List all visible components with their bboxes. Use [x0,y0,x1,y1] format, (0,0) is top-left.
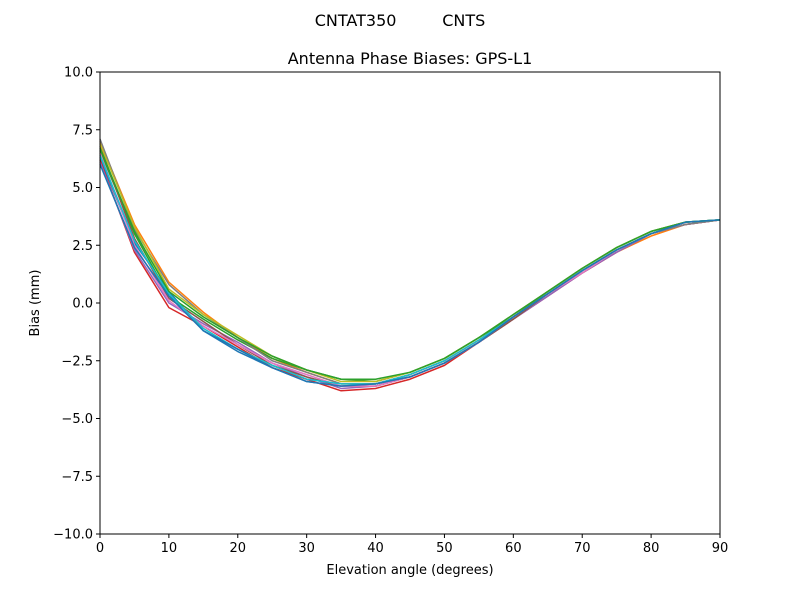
chart-title: Antenna Phase Biases: GPS-L1 [288,49,533,68]
y-tick-label: 0.0 [72,297,93,312]
y-tick-label: 5.0 [72,181,93,196]
y-tick-label: −5.0 [61,412,93,427]
x-tick-label: 0 [96,541,104,556]
series-line-8 [99,138,721,385]
y-tick-label: −10.0 [53,528,93,543]
series-line-7 [99,152,721,387]
y-tick-label: 7.5 [72,123,93,138]
series-line-12 [99,164,721,387]
x-tick-label: 20 [230,541,247,556]
x-tick-label: 30 [298,541,315,556]
x-axis-ticks: 0 10 20 30 40 50 60 70 80 90 [96,534,728,556]
x-tick-label: 40 [367,541,384,556]
y-tick-label: −7.5 [61,470,93,485]
x-tick-label: 10 [161,541,178,556]
y-tick-label: 10.0 [64,66,93,81]
x-tick-label: 50 [436,541,453,556]
y-tick-label: −2.5 [61,354,93,369]
series-line-5 [99,161,721,390]
plot-lines [99,138,721,392]
series-line-11 [99,147,721,380]
y-axis-label: Bias (mm) [28,270,43,337]
x-tick-label: 80 [643,541,660,556]
x-axis-label: Elevation angle (degrees) [326,563,493,578]
series-line-3 [99,150,721,383]
series-line-9 [99,143,721,383]
y-axis-ticks: −10.0 −7.5 −5.0 −2.5 0.0 2.5 5.0 7.5 10.0 [53,66,100,543]
x-tick-label: 70 [574,541,591,556]
series-line-10 [99,154,721,385]
series-line-6 [99,145,721,387]
series-line-1 [99,157,721,387]
series-line-2 [99,141,721,385]
series-line-4 [99,159,721,392]
x-tick-label: 90 [712,541,729,556]
chart-suptitle: CNTAT350 CNTS [315,11,486,30]
x-tick-label: 60 [505,541,522,556]
y-tick-label: 2.5 [72,239,93,254]
